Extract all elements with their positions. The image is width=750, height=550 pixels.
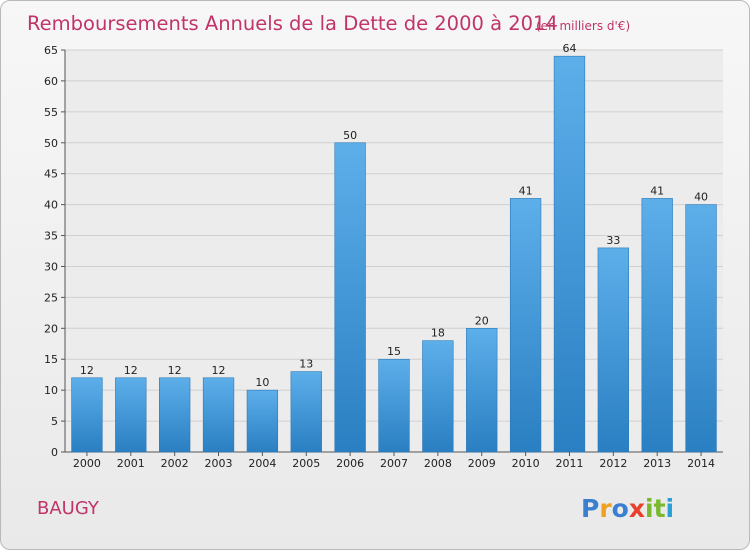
y-tick-labels: 0 5 10 15 20 25 30 35 40 45 50 55 60 65 [44,44,58,459]
y-tick-label: 30 [44,260,58,273]
data-label-2009: 20 [475,314,489,327]
x-tick-label-2006: 2006 [336,457,364,470]
x-tick-label-2000: 2000 [73,457,101,470]
bar-2006 [334,142,366,453]
data-label-2011: 64 [562,42,576,55]
x-tick-label-2003: 2003 [205,457,233,470]
bar-2001 [115,377,147,453]
data-label-2008: 18 [431,327,445,340]
x-tick-label-2007: 2007 [380,457,408,470]
y-tick-label: 65 [44,44,58,57]
x-tick-label-2012: 2012 [599,457,627,470]
y-tick-label: 35 [44,230,58,243]
bars [71,55,717,453]
data-label-2014: 40 [694,191,708,204]
data-label-2004: 10 [255,376,269,389]
chart-subtitle: (en milliers d'€) [536,19,630,33]
bar-2013 [641,198,673,453]
bar-2002 [159,377,191,453]
y-tick-label: 20 [44,322,58,335]
data-label-2000: 12 [80,364,94,377]
y-tick-label: 60 [44,75,58,88]
x-tick-label-2005: 2005 [292,457,320,470]
x-tick-label-2004: 2004 [248,457,276,470]
bar-2007 [378,358,410,453]
x-tick-label-2013: 2013 [643,457,671,470]
bar-2004 [246,389,279,453]
x-tick-label-2011: 2011 [555,457,583,470]
x-tick-label-2002: 2002 [161,457,189,470]
data-label-2003: 12 [212,364,226,377]
data-label-2010: 41 [519,184,533,197]
y-tick-label: 50 [44,137,58,150]
y-tick-label: 55 [44,106,58,119]
bar-2005 [290,371,322,453]
y-tick-label: 40 [44,199,58,212]
y-tick-label: 5 [51,415,58,428]
data-label-2005: 13 [299,358,313,371]
y-tick-label: 25 [44,291,58,304]
data-labels: 12 12 12 12 10 13 50 15 18 20 41 64 33 41 40 [80,42,708,389]
x-tick-label-2010: 2010 [512,457,540,470]
data-label-2006: 50 [343,129,357,142]
data-label-2001: 12 [124,364,138,377]
x-tick-label-2001: 2001 [117,457,145,470]
bar-2014 [685,204,717,453]
x-tick-labels: 2000 2001 2002 2003 2004 2005 2006 2007 2008 2009… [73,457,715,470]
x-tick-label-2014: 2014 [687,457,715,470]
data-label-2012: 33 [606,234,620,247]
y-tick-label: 0 [51,446,58,459]
y-tick-label: 15 [44,353,58,366]
bar-2010 [509,198,542,453]
y-tick-label: 45 [44,168,58,181]
y-tick-label: 10 [44,384,58,397]
x-tick-label-2008: 2008 [424,457,452,470]
x-tick-label-2009: 2009 [468,457,496,470]
bar-2003 [202,377,235,453]
bar-2000 [71,377,103,453]
bar-2009 [466,328,498,453]
data-label-2002: 12 [168,364,182,377]
chart-title: Remboursements Annuels de la Dette de 20… [27,12,558,35]
data-label-2013: 41 [650,184,664,197]
bar-2012 [597,247,629,453]
place-label: BAUGY [37,498,100,519]
data-label-2007: 15 [387,345,401,358]
proxiti-logo: Proxiti [581,494,674,523]
bar-2008 [422,340,454,453]
bar-2011 [553,55,586,453]
